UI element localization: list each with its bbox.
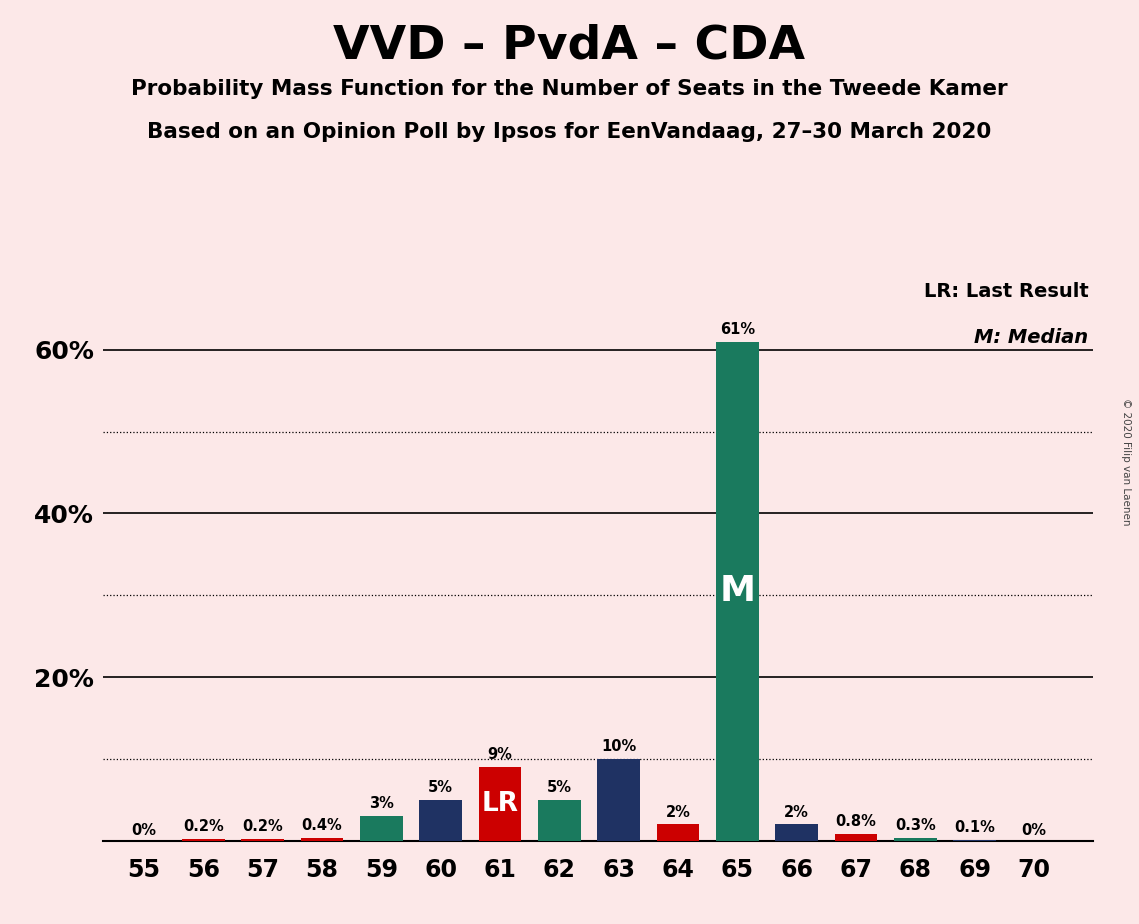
Text: Probability Mass Function for the Number of Seats in the Tweede Kamer: Probability Mass Function for the Number… <box>131 79 1008 99</box>
Text: 0.4%: 0.4% <box>302 818 343 833</box>
Bar <box>597 759 640 841</box>
Text: VVD – PvdA – CDA: VVD – PvdA – CDA <box>334 23 805 68</box>
Bar <box>241 839 284 841</box>
Text: 0%: 0% <box>131 823 156 838</box>
Text: 0.2%: 0.2% <box>183 820 223 834</box>
Text: 0.3%: 0.3% <box>895 819 936 833</box>
Text: M: Median: M: Median <box>974 328 1089 347</box>
Bar <box>478 767 522 841</box>
Text: 5%: 5% <box>547 780 572 795</box>
Text: 9%: 9% <box>487 748 513 762</box>
Text: © 2020 Filip van Laenen: © 2020 Filip van Laenen <box>1121 398 1131 526</box>
Text: 0.2%: 0.2% <box>243 820 284 834</box>
Text: 2%: 2% <box>785 805 809 820</box>
Bar <box>301 837 344 841</box>
Text: LR: Last Result: LR: Last Result <box>924 283 1089 301</box>
Bar <box>360 816 403 841</box>
Bar <box>835 834 877 841</box>
Bar <box>419 800 462 841</box>
Text: 3%: 3% <box>369 796 394 811</box>
Bar <box>776 824 818 841</box>
Text: 0%: 0% <box>1022 823 1047 838</box>
Text: M: M <box>720 574 755 608</box>
Text: 61%: 61% <box>720 322 755 336</box>
Bar <box>716 342 759 841</box>
Text: 10%: 10% <box>601 739 637 754</box>
Bar <box>538 800 581 841</box>
Text: LR: LR <box>482 791 518 817</box>
Text: 0.8%: 0.8% <box>836 814 877 830</box>
Text: 2%: 2% <box>665 805 690 820</box>
Bar <box>182 839 224 841</box>
Text: 5%: 5% <box>428 780 453 795</box>
Text: Based on an Opinion Poll by Ipsos for EenVandaag, 27–30 March 2020: Based on an Opinion Poll by Ipsos for Ee… <box>147 122 992 142</box>
Bar <box>894 838 936 841</box>
Text: 0.1%: 0.1% <box>954 821 995 835</box>
Bar <box>657 824 699 841</box>
